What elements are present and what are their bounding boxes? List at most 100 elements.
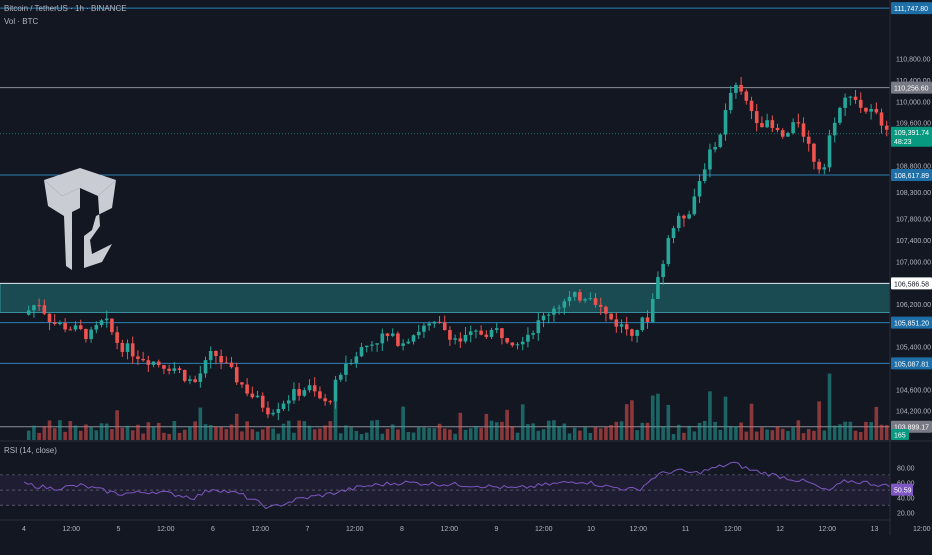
candle-body [500, 328, 504, 339]
level-tag-label: 106,586.58 [894, 281, 929, 288]
candle-body [136, 356, 140, 359]
candle-body [734, 84, 738, 93]
candle-body [702, 169, 707, 182]
volume-bar [853, 430, 858, 440]
candle-body [52, 322, 57, 324]
volume-bar [879, 424, 884, 440]
volume-bar [531, 423, 535, 440]
candle-body [786, 133, 790, 137]
candle-body [115, 332, 119, 343]
candle-body [666, 238, 671, 264]
candle-body [853, 96, 858, 100]
candle-body [671, 228, 676, 239]
volume-bar [364, 432, 369, 440]
level-tag [891, 277, 932, 290]
volume-bar [349, 427, 353, 440]
level-tag [891, 316, 932, 329]
volume-bar [255, 431, 260, 440]
volume-bar [219, 426, 223, 440]
candle-body [624, 324, 629, 330]
volume-tag-label: 165 [894, 433, 906, 440]
volume-bar [474, 425, 478, 440]
volume-bar [515, 432, 520, 440]
volume-bar [151, 427, 156, 440]
candle-body [58, 322, 62, 324]
candle-body [390, 333, 395, 336]
candle-body [505, 338, 509, 343]
candle-body [162, 365, 166, 369]
volume-bar [250, 429, 255, 440]
volume-bar [198, 407, 203, 440]
volume-bar [375, 420, 379, 440]
zone-rect [0, 282, 932, 313]
volume-bar [182, 429, 187, 440]
symbol-legend[interactable]: Bitcoin / TetherUS · 1h · BINANCE [4, 4, 127, 13]
candle-body [338, 374, 343, 380]
candle-body [765, 120, 769, 128]
volume-bar [640, 422, 645, 440]
candle-body [812, 143, 816, 162]
volume-bar [520, 404, 525, 440]
candle-body [448, 330, 452, 340]
candle-body [760, 123, 764, 128]
volume-bar [432, 428, 437, 440]
volume-bars [26, 373, 915, 440]
candle-body [645, 317, 650, 322]
volume-legend[interactable]: Vol · BTC [4, 17, 39, 26]
candle-body [479, 330, 483, 335]
volume-bar [58, 420, 62, 440]
volume-bar [224, 428, 229, 440]
candle-body [78, 325, 83, 329]
candle-body [640, 317, 645, 331]
volume-bar [541, 429, 546, 440]
volume-bar [744, 431, 749, 440]
volume-bar [214, 426, 218, 440]
candle-body [635, 330, 639, 336]
volume-bar [812, 430, 816, 440]
candle-body [692, 196, 697, 215]
volume-bar [458, 412, 463, 440]
candle-body [676, 215, 681, 229]
candle-body [775, 127, 780, 131]
rsi-legend[interactable]: RSI (14, close) [4, 446, 57, 455]
candle-body [713, 146, 717, 150]
volume-bar [614, 421, 619, 440]
volume-bar [666, 404, 671, 440]
candle-body [89, 329, 93, 340]
volume-bar [188, 426, 192, 440]
volume-bar [874, 406, 879, 440]
candle-body [874, 109, 879, 113]
volume-bar [645, 422, 650, 440]
candle-body [604, 306, 608, 314]
volume-bar [713, 421, 717, 440]
candle-body [468, 331, 473, 335]
volume-bar [453, 433, 457, 440]
volume-bar [500, 421, 504, 440]
candle-body [869, 109, 873, 112]
candle-body [198, 373, 203, 382]
volume-bar [588, 433, 593, 440]
candle-body [84, 328, 88, 340]
volume-bar [624, 404, 629, 440]
candle-body [125, 343, 130, 352]
volume-bar [593, 426, 598, 440]
volume-bar [422, 427, 426, 440]
volume-bar [208, 425, 213, 440]
time-tick-label: 4 [22, 526, 26, 533]
volume-bar [697, 422, 702, 440]
volume-bar [817, 401, 821, 440]
candle-body [333, 379, 338, 402]
price-tick-label: 104,200.00 [896, 409, 931, 416]
volume-bar [42, 426, 47, 440]
candle-body [562, 301, 567, 308]
volume-bar [708, 391, 712, 440]
level-tag-label: 103,899.17 [894, 425, 929, 432]
volume-bar [203, 424, 208, 440]
volume-bar [401, 406, 405, 440]
candle-body [806, 136, 811, 144]
candle-body [32, 305, 36, 311]
volume-bar [52, 428, 57, 440]
candle-body [266, 407, 270, 415]
